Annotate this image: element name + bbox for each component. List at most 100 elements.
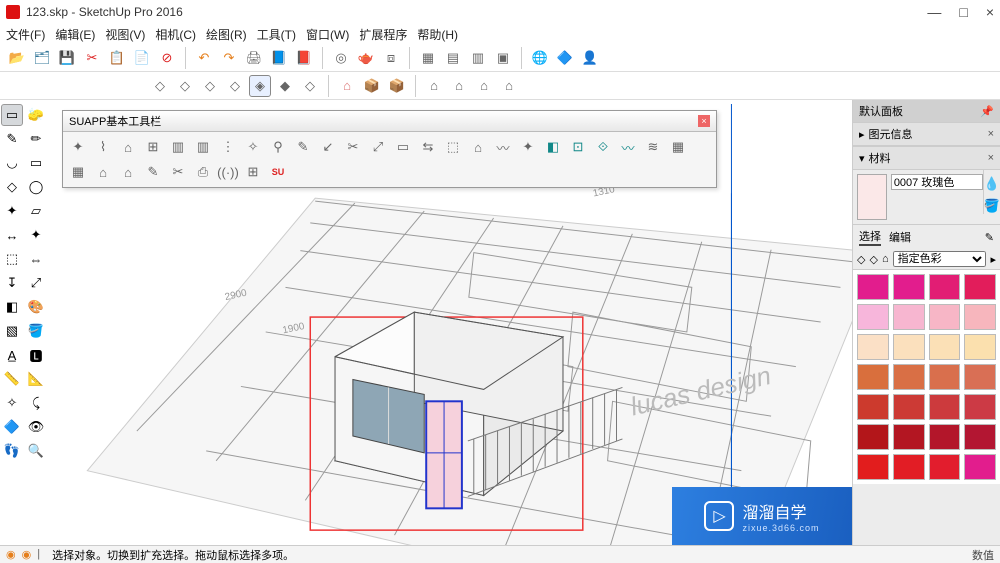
tool-button[interactable]: 🔍 (25, 440, 47, 462)
color-swatch[interactable] (964, 274, 996, 300)
color-swatch[interactable] (857, 334, 889, 360)
materials-edit-tab[interactable]: 编辑 (889, 229, 911, 245)
color-swatch[interactable] (964, 424, 996, 450)
color-swatch[interactable] (929, 454, 961, 480)
toolbar-button[interactable]: ↷ (218, 47, 240, 69)
suapp-tool-button[interactable]: ⤢ (367, 136, 389, 158)
toolbar-button[interactable]: 🗂 (31, 47, 53, 69)
window-minimize-button[interactable]: — (927, 4, 941, 20)
suapp-tool-button[interactable]: ⬚ (442, 136, 464, 158)
tool-button[interactable]: ◡ (1, 152, 23, 174)
suapp-tool-button[interactable]: ✎ (292, 136, 314, 158)
material-name-field[interactable] (891, 174, 983, 190)
tool-button[interactable]: ✦ (25, 224, 47, 246)
tool-button[interactable]: ✎ (1, 128, 23, 150)
toolbar-button[interactable]: ▦ (417, 47, 439, 69)
toolbar-button[interactable]: ◇ (299, 75, 321, 97)
suapp-tool-button[interactable]: ⊡ (567, 136, 589, 158)
color-swatch[interactable] (929, 424, 961, 450)
panel-close-icon[interactable]: × (988, 128, 994, 140)
tool-button[interactable]: 🅻 (25, 344, 47, 366)
suapp-tool-button[interactable]: ⌂ (117, 136, 139, 158)
tool-button[interactable]: ▱ (25, 200, 47, 222)
color-swatch[interactable] (857, 304, 889, 330)
color-swatch[interactable] (964, 334, 996, 360)
status-icon[interactable]: ◉ (6, 548, 16, 561)
toolbar-button[interactable]: 📘 (268, 47, 290, 69)
tool-button[interactable]: ⬚ (1, 248, 23, 270)
material-library-select[interactable]: 指定色彩 (893, 251, 987, 267)
toolbar-button[interactable]: 👤 (579, 47, 601, 69)
color-swatch[interactable] (893, 274, 925, 300)
home-icon[interactable]: ⌂ (882, 253, 889, 265)
suapp-tool-button[interactable]: ⋮ (217, 136, 239, 158)
menu-item[interactable]: 视图(V) (105, 26, 145, 43)
toolbar-button[interactable]: ↶ (193, 47, 215, 69)
suapp-tool-button[interactable]: ⌇ (92, 136, 114, 158)
color-swatch[interactable] (964, 454, 996, 480)
menu-item[interactable]: 编辑(E) (55, 26, 95, 43)
suapp-tool-button[interactable]: ▦ (667, 136, 689, 158)
suapp-tool-button[interactable]: ⊞ (242, 161, 264, 183)
tool-button[interactable]: ✏ (25, 128, 47, 150)
create-material-icon[interactable]: 🪣 (984, 198, 1000, 214)
toolbar-button[interactable]: 🖨 (243, 47, 265, 69)
color-swatch[interactable] (857, 424, 889, 450)
tool-button[interactable]: 🔷 (1, 416, 23, 438)
color-swatch[interactable] (964, 304, 996, 330)
color-swatch[interactable] (893, 304, 925, 330)
color-swatch[interactable] (929, 364, 961, 390)
suapp-tool-button[interactable]: ✦ (67, 136, 89, 158)
color-swatch[interactable] (964, 364, 996, 390)
tool-button[interactable]: ▧ (1, 320, 23, 342)
window-maximize-button[interactable]: □ (959, 4, 967, 20)
toolbar-button[interactable]: 🌐 (529, 47, 551, 69)
toolbar-button[interactable]: ⧈ (380, 47, 402, 69)
toolbar-button[interactable]: ◇ (174, 75, 196, 97)
menu-item[interactable]: 文件(F) (6, 26, 45, 43)
menu-item[interactable]: 窗口(W) (306, 26, 349, 43)
suapp-toolbar[interactable]: SUAPP基本工具栏 × ✦⌇⌂⊞▥▥⋮✧⚲✎↙✂⤢▭⇆⬚⌂〰✦◧⊡⟐〰≋▦▦⌂… (62, 110, 717, 188)
toolbar-button[interactable]: ▥ (467, 47, 489, 69)
toolbar-button[interactable]: 🔷 (554, 47, 576, 69)
color-swatch[interactable] (893, 334, 925, 360)
window-close-button[interactable]: × (986, 4, 994, 20)
tool-button[interactable]: ⤹ (25, 392, 47, 414)
current-material-thumb[interactable] (857, 174, 887, 220)
menu-item[interactable]: 帮助(H) (417, 26, 458, 43)
color-swatch[interactable] (857, 364, 889, 390)
color-swatch[interactable] (964, 394, 996, 420)
tool-button[interactable]: ↔ (1, 224, 23, 246)
details-menu-icon[interactable]: ▸ (990, 253, 996, 266)
suapp-tool-button[interactable]: ↙ (317, 136, 339, 158)
color-swatch[interactable] (893, 454, 925, 480)
tool-button[interactable]: ▭ (25, 152, 47, 174)
toolbar-button[interactable]: ◇ (149, 75, 171, 97)
suapp-tool-button[interactable]: ⇆ (417, 136, 439, 158)
suapp-tool-button[interactable]: ⌂ (92, 161, 114, 183)
tool-button[interactable]: ↧ (1, 272, 23, 294)
suapp-tool-button[interactable]: ▥ (192, 136, 214, 158)
tool-button[interactable]: ◧ (1, 296, 23, 318)
toolbar-button[interactable]: 💾 (56, 47, 78, 69)
suapp-tool-button[interactable]: ◧ (542, 136, 564, 158)
entity-info-panel-header[interactable]: ▸ 图元信息 × (853, 122, 1000, 146)
suapp-tool-button[interactable]: ≋ (642, 136, 664, 158)
color-swatch[interactable] (857, 274, 889, 300)
tool-button[interactable]: ✦ (1, 200, 23, 222)
toolbar-button[interactable]: ⌂ (423, 75, 445, 97)
suapp-tool-button[interactable]: ⌂ (467, 136, 489, 158)
color-swatch[interactable] (857, 394, 889, 420)
suapp-tool-button[interactable]: 〰 (492, 136, 514, 158)
toolbar-button[interactable]: 📋 (106, 47, 128, 69)
toolbar-button[interactable]: ◇ (199, 75, 221, 97)
toolbar-button[interactable]: ⌂ (336, 75, 358, 97)
suapp-tool-button[interactable]: ⎙ (192, 161, 214, 183)
suapp-tool-button[interactable]: ▦ (67, 161, 89, 183)
toolbar-button[interactable]: ⊘ (156, 47, 178, 69)
color-swatch[interactable] (893, 364, 925, 390)
toolbar-button[interactable]: ◇ (224, 75, 246, 97)
tool-button[interactable]: A̲ (1, 344, 23, 366)
suapp-toolbar-close-button[interactable]: × (698, 115, 710, 127)
suapp-tool-button[interactable]: ✧ (242, 136, 264, 158)
